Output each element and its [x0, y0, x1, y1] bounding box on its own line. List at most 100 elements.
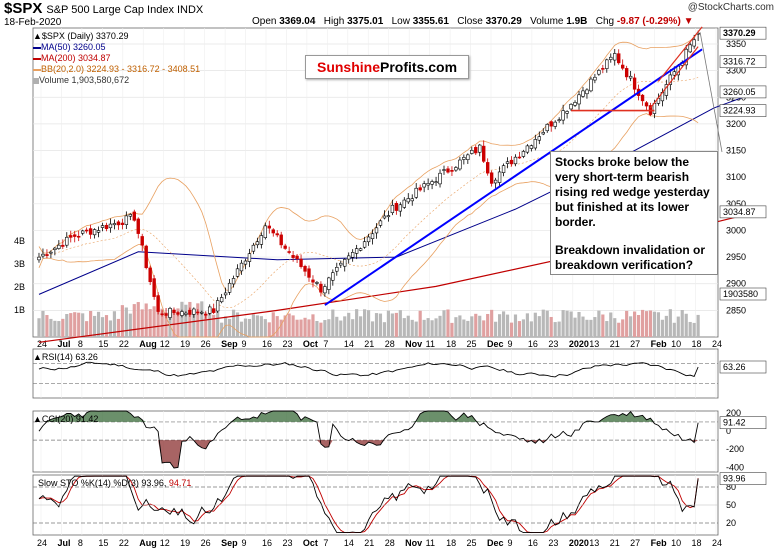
candle-body	[505, 161, 510, 164]
x-tick-label-top: 21	[364, 339, 374, 349]
candle-body	[140, 236, 144, 246]
x-tick-label-top: 7	[323, 339, 328, 349]
price-tick-label: 2900	[726, 279, 746, 289]
x-tick-label-bottom: 24	[37, 538, 47, 548]
candle-body	[267, 225, 271, 229]
candle-body	[541, 132, 545, 135]
candle-body	[303, 265, 307, 272]
value-label-box	[719, 26, 767, 40]
x-tick-label-bottom: 15	[98, 538, 108, 548]
volume-tick-label: 3B	[14, 259, 25, 269]
candle-body	[73, 234, 77, 237]
volume-bar	[533, 312, 537, 337]
volume-bar	[370, 321, 375, 337]
candle-body	[501, 165, 506, 173]
volume-bar	[124, 307, 128, 337]
candle-body	[581, 90, 585, 97]
volume-bar	[148, 309, 152, 337]
volume-bar	[625, 310, 629, 337]
annotation-line-1: Stocks broke below the very short-term b…	[555, 155, 710, 229]
x-tick-label-bottom: 19	[180, 538, 190, 548]
candle-body	[323, 286, 327, 294]
candle-body	[188, 309, 192, 315]
index-name: S&P 500 Large Cap Index	[46, 4, 174, 16]
value-label-box	[719, 104, 767, 117]
ma200-swatch-icon	[33, 57, 41, 60]
candle-body	[223, 292, 228, 296]
candle-body	[378, 220, 383, 226]
x-tick-label-top: 9	[242, 339, 247, 349]
x-tick-label-top: 23	[282, 339, 292, 349]
x-tick-label-bottom: 14	[344, 538, 354, 548]
candle-body	[144, 245, 148, 269]
volume-bar	[49, 318, 53, 337]
volume-bar	[81, 313, 85, 337]
price-tick-label: 2950	[726, 252, 746, 262]
volume-bar	[398, 310, 402, 337]
candle-body	[478, 144, 482, 153]
volume-bar	[434, 318, 438, 337]
candle-body	[632, 77, 637, 90]
cci-fill-negative	[38, 440, 699, 468]
volume-bar	[525, 313, 529, 337]
value-label: 1903580	[723, 289, 758, 299]
bb-swatch-icon	[33, 68, 41, 71]
x-tick-label-bottom: 21	[610, 538, 620, 548]
candle-body	[410, 198, 414, 202]
change-value: -9.87 (-0.29%)	[616, 16, 681, 27]
candle-body	[482, 145, 486, 162]
x-tick-label-top: Feb	[651, 339, 668, 349]
x-tick-label-top: Jul	[57, 339, 70, 349]
x-tick-label-top: 25	[467, 339, 477, 349]
candle-body	[366, 236, 371, 243]
volume-bar	[267, 322, 271, 337]
value-label: 3370.29	[723, 28, 756, 38]
volume-bar	[382, 322, 387, 337]
exchange: INDX	[176, 4, 204, 16]
x-tick-label-top: 27	[630, 339, 640, 349]
candle-body	[537, 136, 541, 141]
volume-bar	[577, 311, 581, 337]
candle-body	[80, 230, 85, 234]
candle-body	[152, 278, 156, 297]
sunshine-profits-logo: SunshineProfits.com	[305, 55, 469, 79]
candle-body	[374, 227, 379, 234]
volume-bar	[235, 312, 240, 337]
candle-body	[327, 277, 331, 290]
rsi-value-box	[719, 360, 767, 374]
candle-body	[61, 244, 65, 247]
candle-body	[529, 145, 534, 149]
candle-body	[414, 187, 418, 198]
cci-fill	[38, 411, 699, 422]
volume-bar	[386, 310, 391, 337]
x-tick-label-bottom: 11	[426, 538, 435, 548]
candle-body	[354, 248, 359, 254]
candle-body	[442, 169, 446, 171]
cci-value-label: 91.42	[723, 418, 746, 428]
candle-body	[382, 215, 387, 219]
x-tick-label-bottom: 7	[323, 538, 328, 548]
volume-bar	[565, 310, 569, 337]
volume-bar	[243, 318, 248, 337]
volume-bar	[696, 314, 700, 337]
candle-body	[212, 308, 216, 313]
close-label: Close	[457, 16, 483, 27]
volume-bar	[192, 314, 196, 337]
x-tick-label-top: 11	[426, 339, 435, 349]
volume-bar	[224, 316, 228, 337]
x-tick-label-bottom: 13	[589, 538, 599, 548]
volume-bar	[89, 311, 93, 337]
volume-bar	[180, 301, 184, 337]
legend-rsi: ▲RSI(14) 63.26	[33, 352, 98, 362]
x-tick-label-top: 10	[671, 339, 681, 349]
volume-bar	[644, 311, 649, 337]
candle-body	[124, 215, 129, 225]
candle-body	[418, 187, 422, 191]
candle-body	[283, 245, 287, 249]
volume-bar	[486, 313, 490, 337]
candle-body	[474, 147, 478, 154]
volume-bar	[684, 313, 688, 337]
volume-bar	[120, 305, 124, 337]
candle-body	[156, 295, 160, 312]
volume-bar	[474, 313, 478, 337]
